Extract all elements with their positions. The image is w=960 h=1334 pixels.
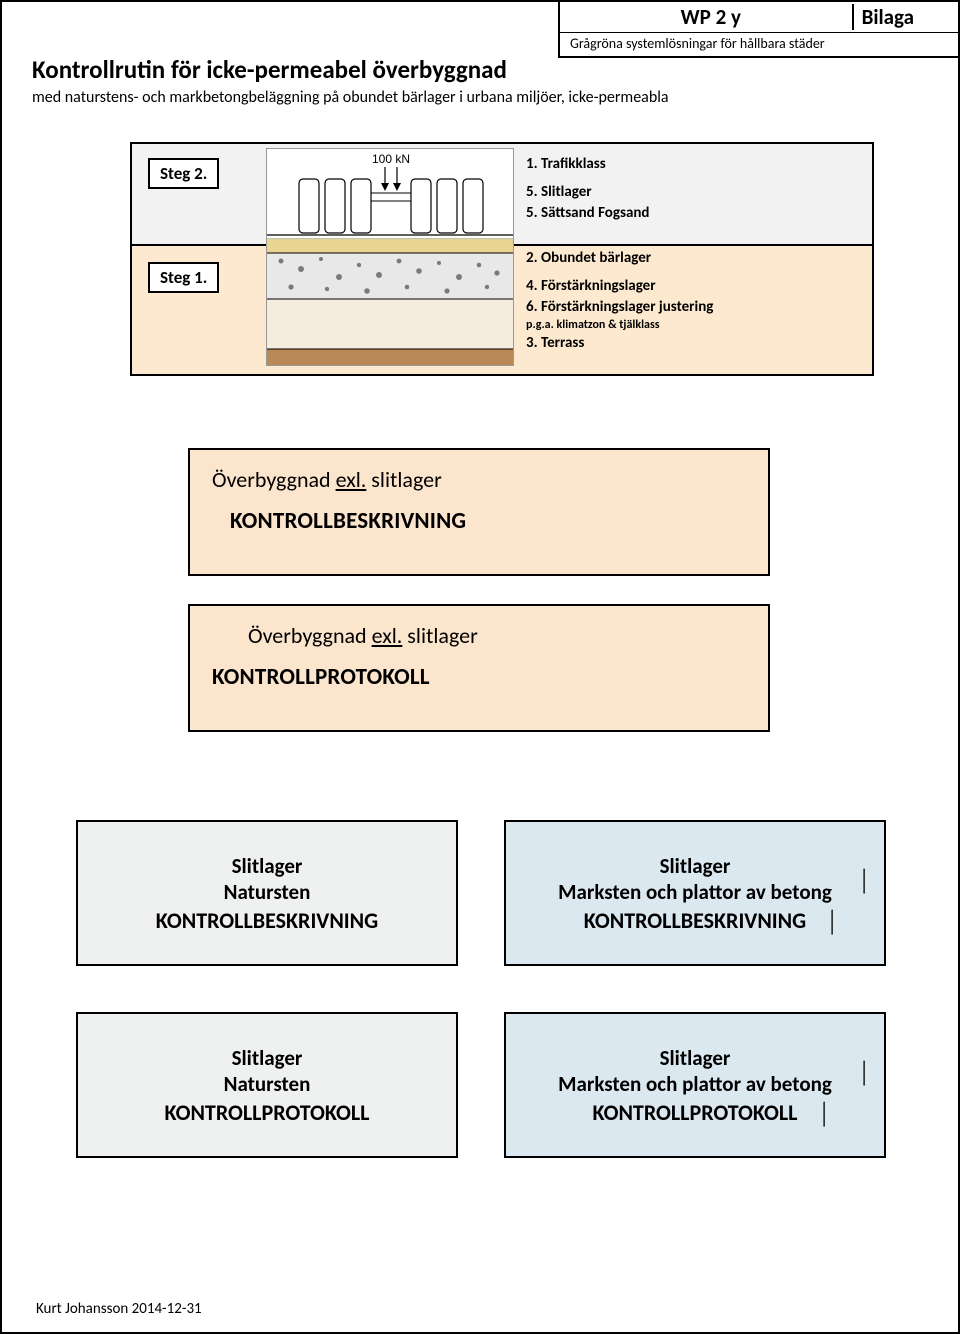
legend-obundet: 2. Obundet bärlager: [526, 248, 713, 268]
row-kontrollprotokoll: Slitlager Natursten KONTROLLPROTOKOLL Sl…: [76, 1012, 886, 1158]
boxB-title-underline: exl.: [372, 622, 403, 649]
boxB-title: Överbyggnad exl. slitlager: [212, 622, 746, 649]
layers-svg: 100 kN: [267, 149, 514, 366]
page-title: Kontrollrutin för icke-permeabel överbyg…: [32, 54, 507, 85]
c3-l3: KONTROLLPROTOKOLL: [165, 1099, 370, 1126]
c4-l3: KONTROLLPROTOKOLL: [593, 1099, 798, 1126]
c1-l3: KONTROLLBESKRIVNING: [156, 907, 378, 934]
card-marksten-protokoll: Slitlager Marksten och plattor av betong…: [504, 1012, 886, 1158]
tag-steg-2: Steg 2.: [148, 158, 219, 189]
boxA-main: KONTROLLBESKRIVNING: [212, 507, 746, 535]
c4-l2: Marksten och plattor av betong│: [558, 1071, 832, 1097]
c2-l2: Marksten och plattor av betong│: [558, 879, 832, 905]
legend-bot: 2. Obundet bärlager 4. Förstärkningslage…: [526, 248, 713, 353]
cross-section-diagram: 100 kN: [266, 148, 514, 366]
page: WP 2 y Bilaga Grågröna systemlösningar f…: [0, 0, 960, 1334]
c1-l2: Natursten: [224, 879, 311, 905]
vbar-icon: │: [826, 907, 838, 936]
header-bilaga: Bilaga: [852, 4, 922, 30]
header-row-1: WP 2 y Bilaga: [560, 2, 958, 33]
tag-steg-1: Steg 1.: [148, 262, 219, 293]
vbar-icon: │: [818, 1099, 830, 1128]
card-natursten-beskrivning: Slitlager Natursten KONTROLLBESKRIVNING: [76, 820, 458, 966]
boxA-title-underline: exl.: [336, 466, 367, 493]
card-marksten-beskrivning: Slitlager Marksten och plattor av betong…: [504, 820, 886, 966]
footer-author-date: Kurt Johansson 2014-12-31: [36, 1300, 202, 1318]
boxB-main: KONTROLLPROTOKOLL: [212, 663, 746, 691]
legend-forstark: 4. Förstärkningslager: [526, 276, 713, 296]
legend-top: 1. Trafikklass 5. Slitlager 5. Sättsand …: [526, 154, 649, 223]
c3-l1: Slitlager: [232, 1045, 303, 1071]
legend-klimatzon: p.g.a. klimatzon & tjälklass: [526, 317, 713, 333]
legend-forstark-just: 6. Förstärkningslager justering: [526, 297, 713, 317]
c2-l3: KONTROLLBESKRIVNING: [584, 907, 806, 934]
boxB-title-pre: Överbyggnad: [248, 622, 372, 649]
header-wp: WP 2 y: [570, 4, 852, 30]
box-kontrollprotokoll-overbyggnad: Överbyggnad exl. slitlager KONTROLLPROTO…: [188, 604, 770, 732]
cross-section: Steg 2. 1. Trafikklass 5. Slitlager 5. S…: [130, 142, 874, 376]
page-subtitle: med naturstens- och markbetongbeläggning…: [32, 88, 669, 107]
legend-trafikklass: 1. Trafikklass: [526, 154, 649, 174]
header-project: Grågröna systemlösningar för hållbara st…: [560, 33, 958, 56]
legend-slitlager: 5. Slitlager: [526, 182, 649, 202]
load-label: 100 kN: [372, 152, 410, 166]
card-natursten-protokoll: Slitlager Natursten KONTROLLPROTOKOLL: [76, 1012, 458, 1158]
boxA-title-post: slitlager: [366, 466, 441, 493]
header-box: WP 2 y Bilaga Grågröna systemlösningar f…: [558, 2, 958, 58]
c1-l1: Slitlager: [232, 853, 303, 879]
c2-l1: Slitlager: [660, 853, 731, 879]
box-kontrollbeskrivning-overbyggnad: Överbyggnad exl. slitlager KONTROLLBESKR…: [188, 448, 770, 576]
legend-sattsand: 5. Sättsand Fogsand: [526, 203, 649, 223]
row-kontrollbeskrivning: Slitlager Natursten KONTROLLBESKRIVNING …: [76, 820, 886, 966]
legend-terrass: 3. Terrass: [526, 333, 713, 353]
c4-l1: Slitlager: [660, 1045, 731, 1071]
c3-l2: Natursten: [224, 1071, 311, 1097]
boxA-title: Överbyggnad exl. slitlager: [212, 466, 746, 493]
boxB-title-post: slitlager: [402, 622, 477, 649]
boxA-title-pre: Överbyggnad: [212, 466, 336, 493]
